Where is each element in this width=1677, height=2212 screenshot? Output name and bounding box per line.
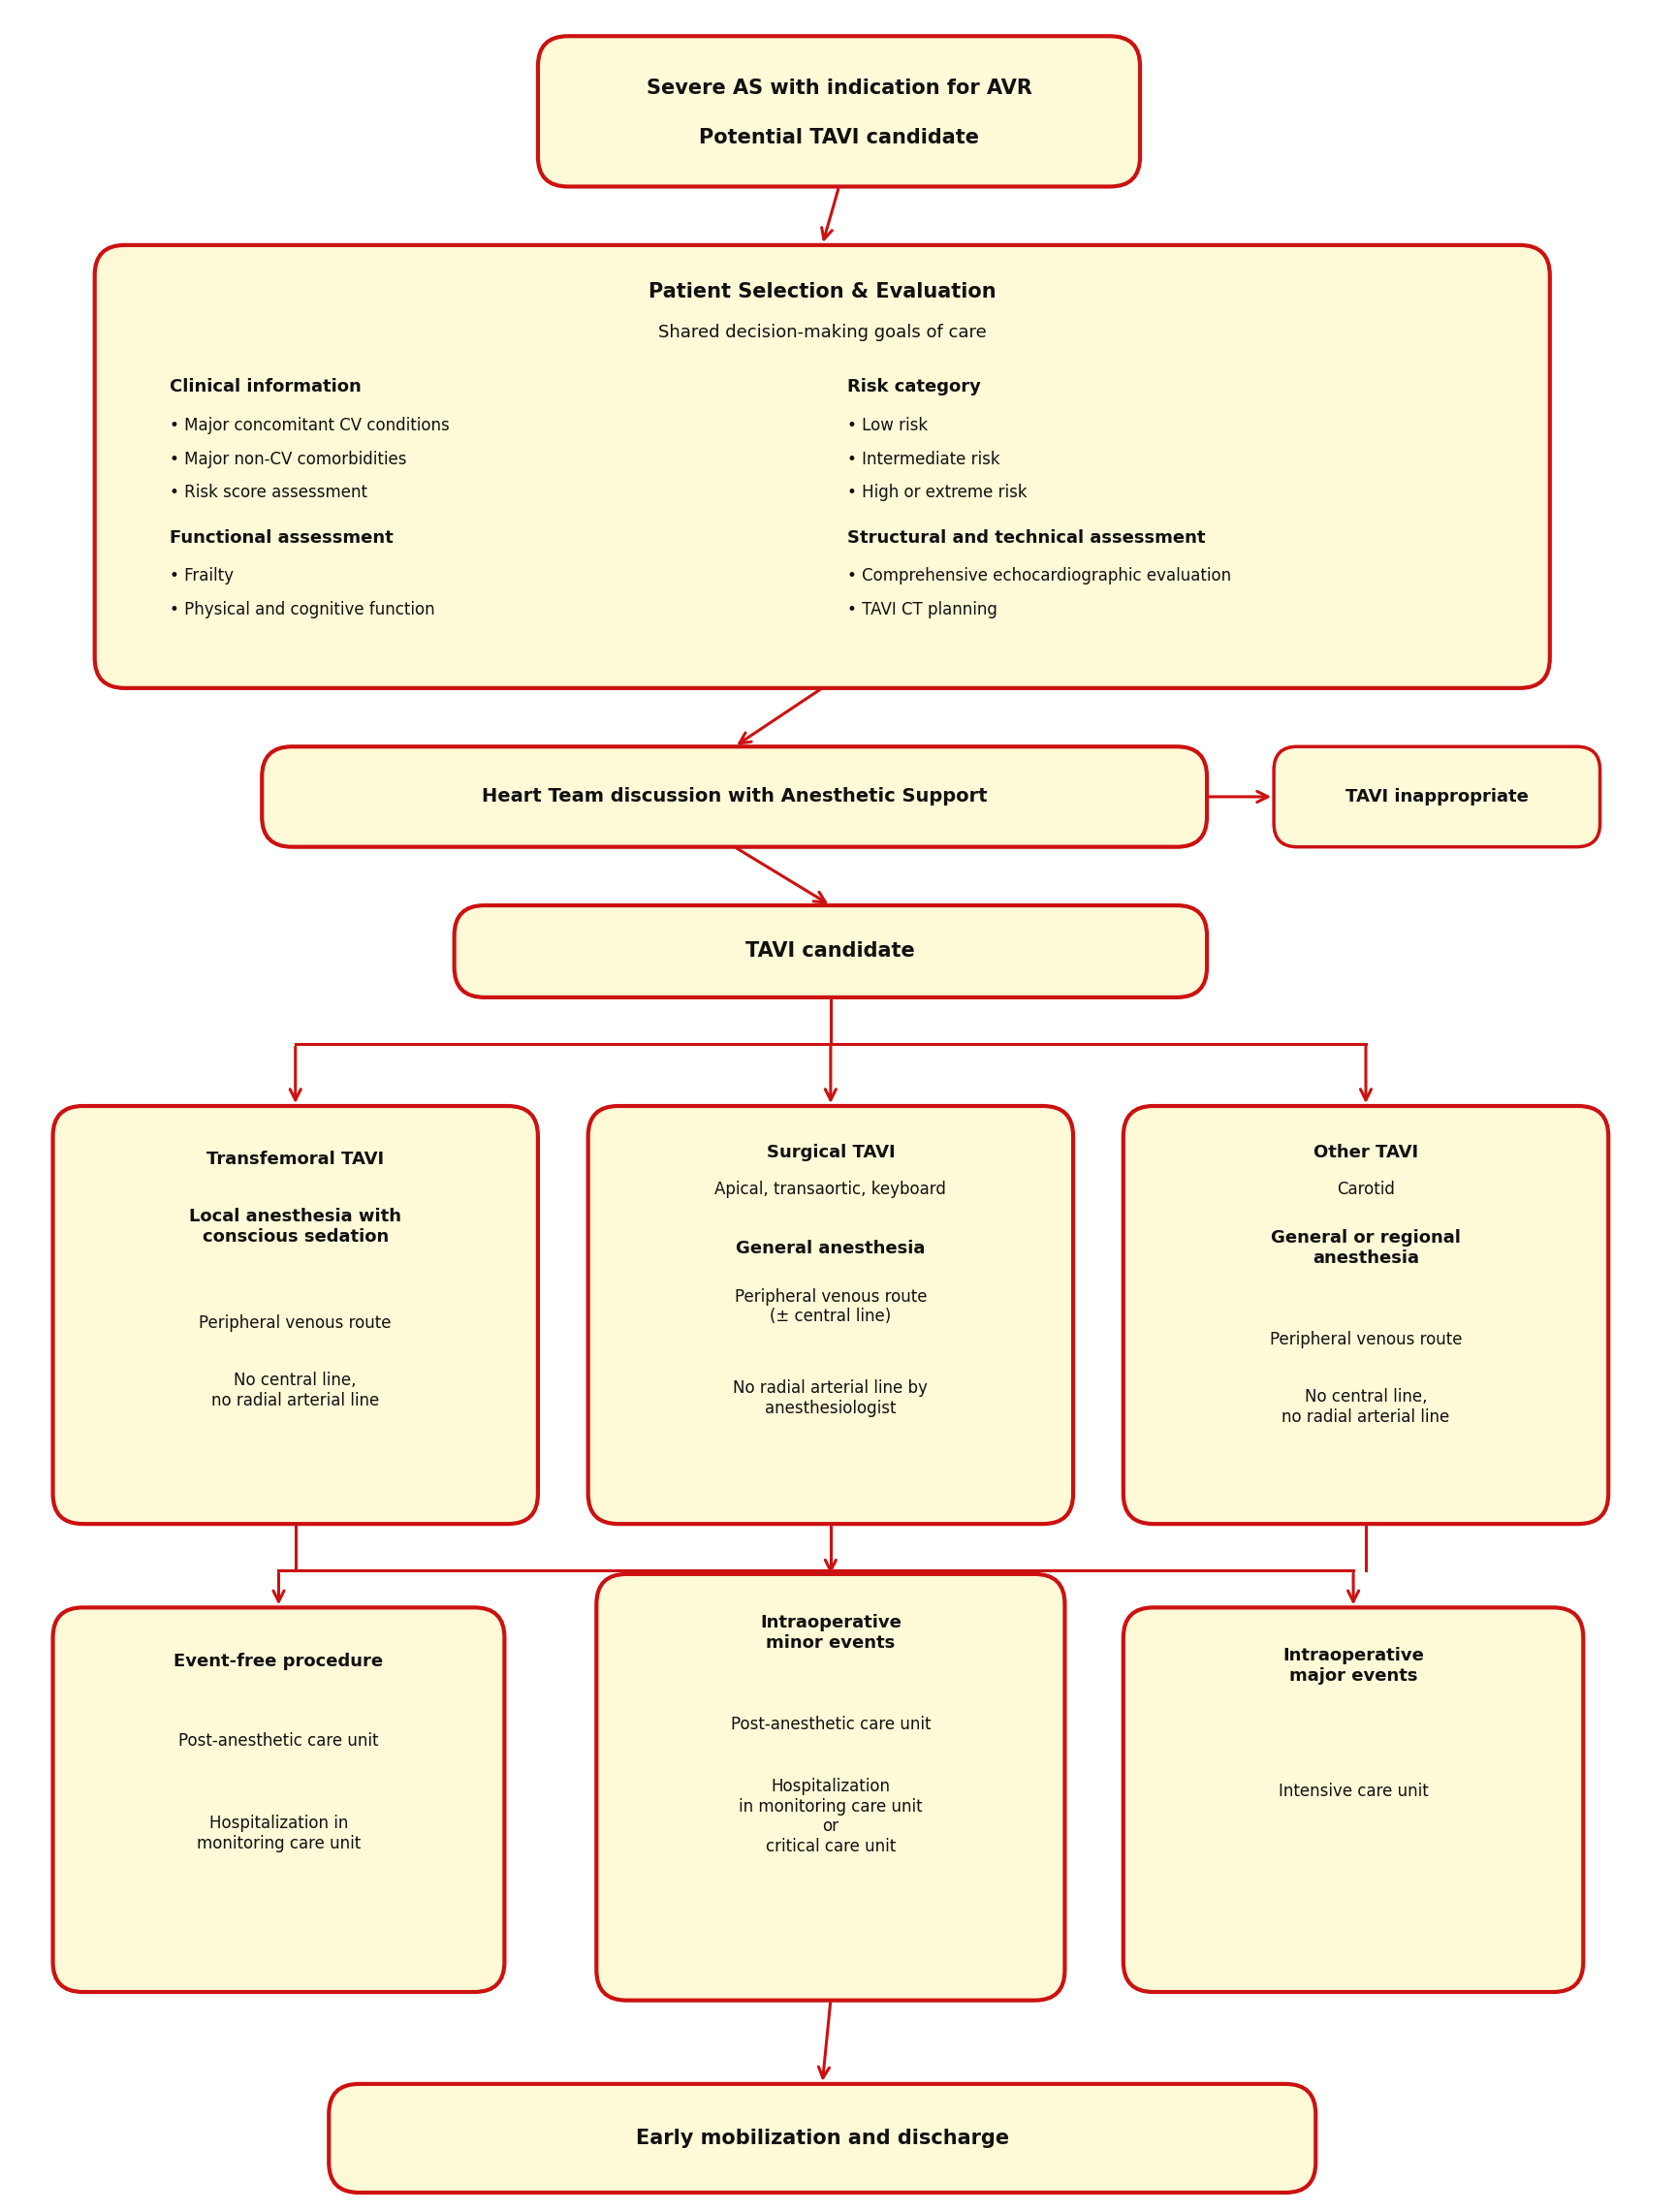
Text: No radial arterial line by
anesthesiologist: No radial arterial line by anesthesiolog…: [733, 1380, 927, 1418]
Text: No central line,
no radial arterial line: No central line, no radial arterial line: [211, 1371, 379, 1409]
FancyBboxPatch shape: [538, 35, 1139, 186]
Text: Apical, transaortic, keyboard: Apical, transaortic, keyboard: [714, 1181, 946, 1199]
FancyBboxPatch shape: [1122, 1608, 1583, 1993]
FancyBboxPatch shape: [54, 1608, 505, 1993]
Text: Event-free procedure: Event-free procedure: [174, 1652, 384, 1670]
Text: Other TAVI: Other TAVI: [1313, 1144, 1417, 1161]
Text: • Major non-CV comorbidities: • Major non-CV comorbidities: [169, 451, 408, 467]
Text: General or regional
anesthesia: General or regional anesthesia: [1269, 1230, 1461, 1267]
FancyBboxPatch shape: [94, 246, 1550, 688]
Text: TAVI candidate: TAVI candidate: [746, 942, 914, 960]
Text: Clinical information: Clinical information: [169, 378, 362, 396]
Text: Peripheral venous route: Peripheral venous route: [200, 1314, 391, 1332]
Text: • Comprehensive echocardiographic evaluation: • Comprehensive echocardiographic evalua…: [847, 566, 1231, 584]
Text: Surgical TAVI: Surgical TAVI: [766, 1144, 894, 1161]
Text: Severe AS with indication for AVR: Severe AS with indication for AVR: [646, 77, 1031, 97]
Text: • Risk score assessment: • Risk score assessment: [169, 484, 367, 502]
Text: • Major concomitant CV conditions: • Major concomitant CV conditions: [169, 416, 449, 434]
Text: Structural and technical assessment: Structural and technical assessment: [847, 529, 1204, 546]
Text: Post-anesthetic care unit: Post-anesthetic care unit: [729, 1717, 931, 1734]
Text: Risk category: Risk category: [847, 378, 981, 396]
FancyBboxPatch shape: [1273, 748, 1600, 847]
Text: Intraoperative
minor events: Intraoperative minor events: [760, 1615, 901, 1652]
FancyBboxPatch shape: [54, 1106, 538, 1524]
Text: Hospitalization
in monitoring care unit
or
critical care unit: Hospitalization in monitoring care unit …: [738, 1778, 922, 1856]
Text: Potential TAVI candidate: Potential TAVI candidate: [699, 128, 978, 148]
Text: • Frailty: • Frailty: [169, 566, 233, 584]
Text: Local anesthesia with
conscious sedation: Local anesthesia with conscious sedation: [190, 1208, 401, 1245]
FancyBboxPatch shape: [587, 1106, 1073, 1524]
FancyBboxPatch shape: [595, 1575, 1065, 2000]
Text: Heart Team discussion with Anesthetic Support: Heart Team discussion with Anesthetic Su…: [481, 787, 986, 805]
Text: TAVI inappropriate: TAVI inappropriate: [1345, 787, 1528, 805]
Text: Carotid: Carotid: [1337, 1181, 1394, 1199]
Text: Intensive care unit: Intensive care unit: [1278, 1783, 1427, 1801]
Text: General anesthesia: General anesthesia: [736, 1239, 924, 1256]
FancyBboxPatch shape: [454, 905, 1206, 998]
Text: Shared decision-making goals of care: Shared decision-making goals of care: [657, 323, 986, 341]
Text: Post-anesthetic care unit: Post-anesthetic care unit: [178, 1732, 379, 1750]
Text: • TAVI CT planning: • TAVI CT planning: [847, 602, 996, 617]
Text: Transfemoral TAVI: Transfemoral TAVI: [206, 1150, 384, 1168]
Text: Peripheral venous route
(± central line): Peripheral venous route (± central line): [735, 1287, 926, 1325]
Text: • Physical and cognitive function: • Physical and cognitive function: [169, 602, 434, 617]
Text: Early mobilization and discharge: Early mobilization and discharge: [636, 2128, 1008, 2148]
Text: Peripheral venous route: Peripheral venous route: [1269, 1332, 1461, 1349]
Text: Patient Selection & Evaluation: Patient Selection & Evaluation: [647, 283, 996, 301]
Text: Intraoperative
major events: Intraoperative major events: [1281, 1648, 1424, 1686]
FancyBboxPatch shape: [329, 2084, 1315, 2192]
FancyBboxPatch shape: [262, 748, 1206, 847]
Text: Hospitalization in
monitoring care unit: Hospitalization in monitoring care unit: [196, 1814, 361, 1851]
Text: • Intermediate risk: • Intermediate risk: [847, 451, 999, 467]
Text: No central line,
no radial arterial line: No central line, no radial arterial line: [1281, 1389, 1449, 1427]
Text: Functional assessment: Functional assessment: [169, 529, 394, 546]
Text: • High or extreme risk: • High or extreme risk: [847, 484, 1026, 502]
FancyBboxPatch shape: [1122, 1106, 1608, 1524]
Text: • Low risk: • Low risk: [847, 416, 927, 434]
